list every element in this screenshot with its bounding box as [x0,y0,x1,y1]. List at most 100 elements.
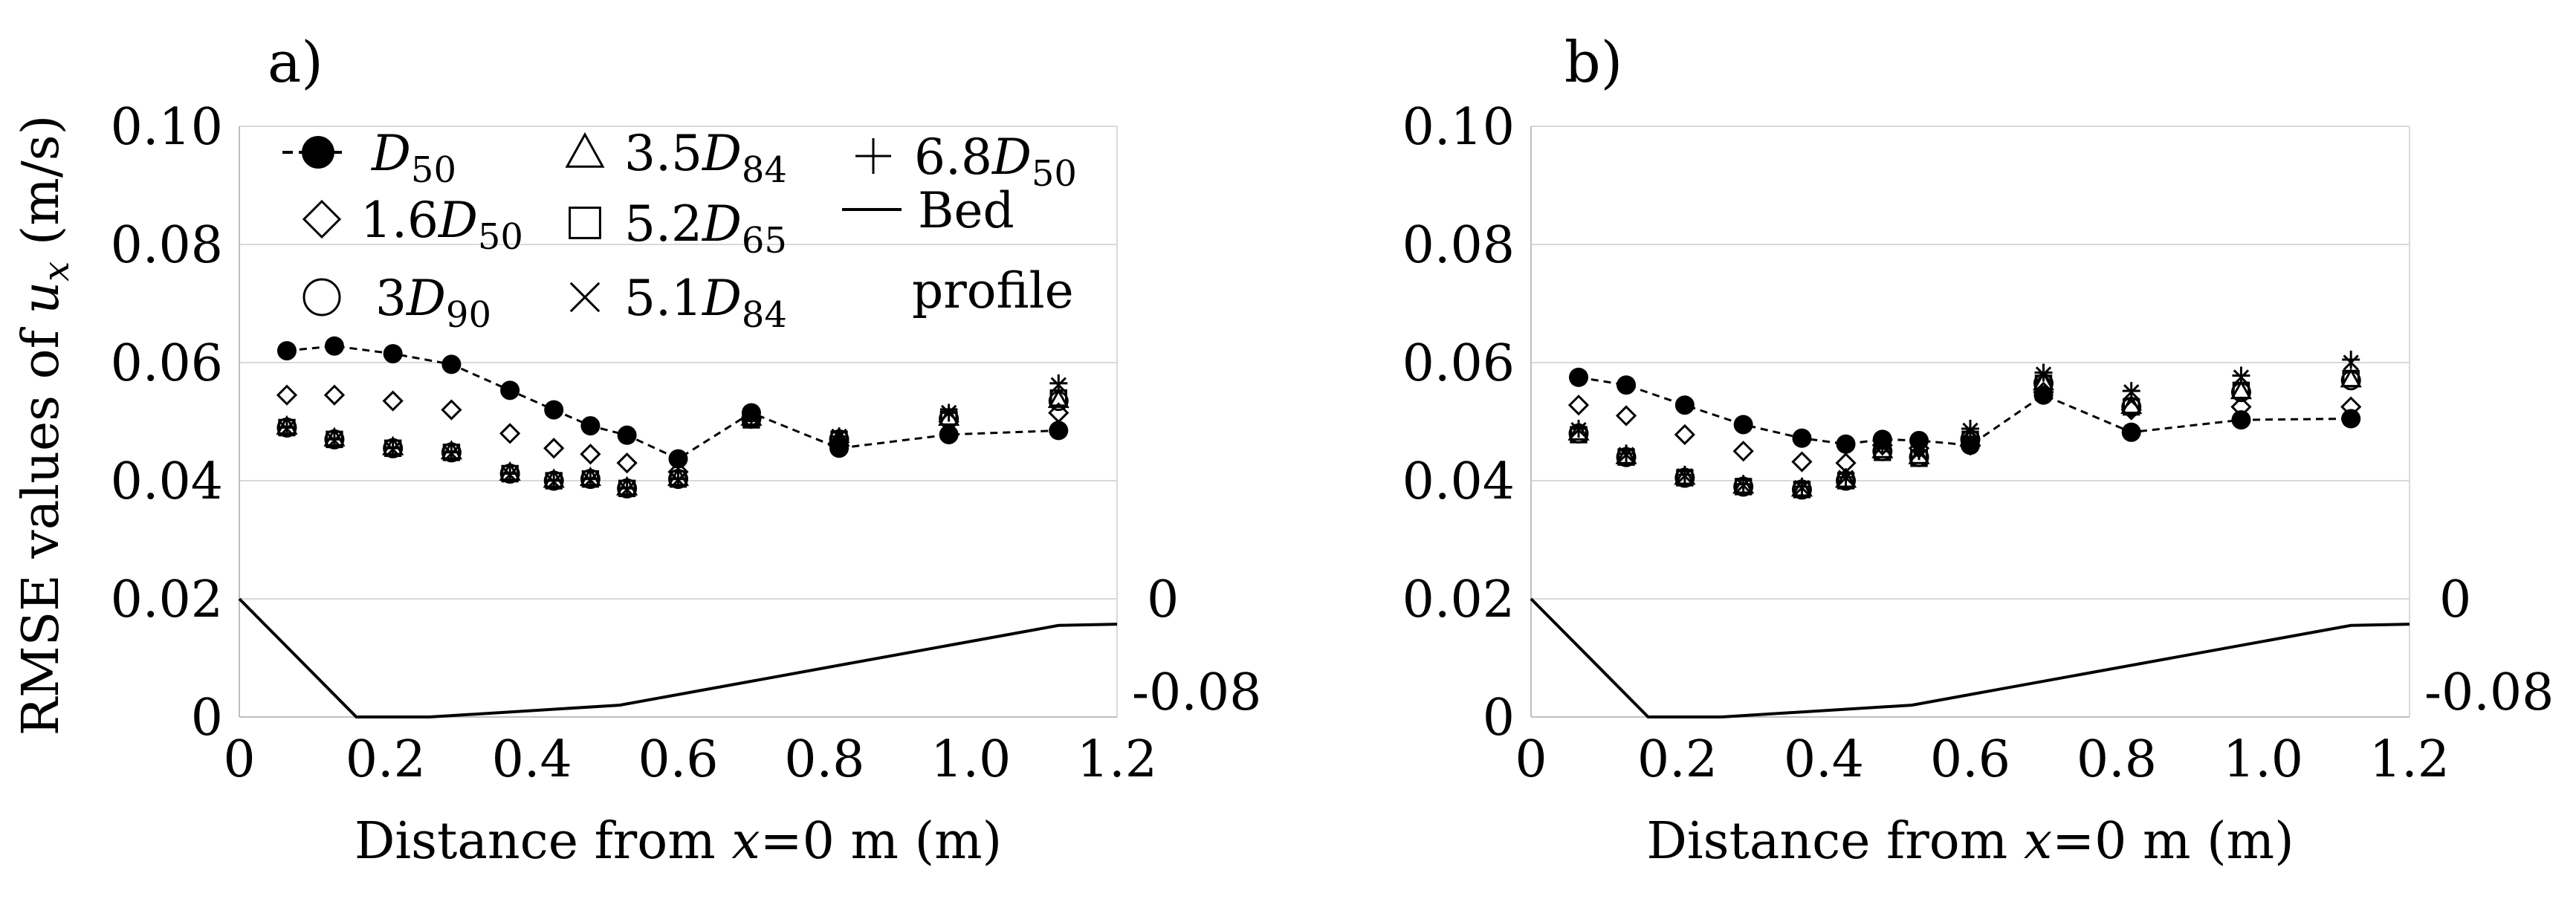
y-axis-label-part: RMSE values of [12,314,71,736]
series-d50 [1569,367,2361,455]
legend-label-sub: 65 [742,220,787,262]
data-point [1791,451,1813,473]
series-6-8d50 [1570,351,2360,496]
series-bed-profile [238,597,1118,718]
x-tick-label: 0.8 [784,730,864,789]
data-point [1909,430,1929,450]
data-point [1871,438,1894,458]
legend-item-5-2d65: 5.2D65 [569,195,787,262]
data-point [1732,441,1754,462]
data-point [1961,435,1980,455]
legend-label-sub: 50 [478,216,523,258]
x-axis-label-var: x [2024,812,2052,871]
x-axis-label-part: =0 m (m) [760,812,1003,871]
data-point [618,479,636,498]
data-point [1567,421,1590,441]
legend-label-num: 5.2 [624,195,702,253]
y-tick-label: 0.04 [1402,452,1515,511]
data-point [1674,395,1695,415]
x-tick-label: 0 [1515,730,1547,789]
data-point [669,470,687,488]
data-point [2033,385,2054,405]
legend-label-var: D [371,125,411,182]
data-point [277,418,296,437]
legend-label-var: D [702,195,742,253]
data-point [939,424,959,444]
data-point [323,384,346,406]
legend-item-5-1d84: 5.1D84 [569,270,787,336]
x-tick-label: 1.0 [2223,730,2303,789]
y-tick-label: 0.02 [111,571,223,629]
x-tick-label: 0.4 [1784,730,1864,789]
y-tick-label: 0 [191,689,223,747]
legend-label-sub: 50 [411,149,456,191]
x-axis-label-var: x [731,812,760,871]
legend-marker [302,199,342,239]
y-tick-label: 0 [1483,689,1515,747]
legend-label-sub: 90 [446,294,491,336]
data-point [500,380,520,400]
legend-label: Bed [918,182,1014,239]
x-tick-label: 0.6 [1930,730,2010,789]
legend-label-num: 5.1 [624,270,702,327]
legend-marker [569,282,601,313]
y-axis-label: RMSE values of ux (m/s) [12,115,77,736]
data-point [581,470,600,488]
chart-panel-a: 0 0.02 0.04 0.06 0.08 0.10 0 0.2 0.4 0.6 0.8 1.0 1.2… [12,29,1261,871]
data-point [1792,428,1812,448]
y-axis-label-var: u [12,282,71,314]
y-axis-label-sub: x [36,262,77,282]
data-point [276,341,297,361]
x-axis-label: Distance from x=0 m (m) [1646,812,2294,871]
data-point [1835,468,1857,488]
legend-label-var: D [702,270,742,327]
data-point [1570,420,1588,438]
data-point [1674,423,1695,446]
bed-profile-line [1530,597,2410,718]
chart-panel-b: 0 0.02 0.04 0.06 0.08 0.10 0 0.2 0.4 0.6 0.8 1.0 1.2… [1402,29,2554,871]
data-point [442,443,461,461]
secondary-y-tick-label: -0.08 [2424,663,2554,722]
data-point [325,430,343,449]
legend-label: 3D90 [375,270,491,336]
legend-label-var: D [406,270,446,327]
panel-label: a) [268,29,323,95]
series-6-8d50 [277,374,1068,498]
y-tick-label: 0.08 [111,216,223,275]
y-tick-label: 0.06 [111,334,223,393]
data-point [2342,351,2360,369]
data-point [543,438,565,459]
data-point [384,439,402,458]
data-point [1049,374,1068,392]
legend-marker [302,136,334,169]
panel-label: b) [1564,29,1622,95]
data-point [1872,429,1892,450]
x-tick-label: 1.0 [931,730,1011,789]
series-bed-profile [1530,597,2410,718]
x-tick-label: 1.2 [2369,730,2450,789]
data-point [382,390,404,412]
x-tick-label: 0.4 [492,730,572,789]
data-point [545,472,563,490]
data-point [1733,415,1753,435]
data-point [1675,466,1694,484]
data-point [1617,375,1637,395]
legend-label-num: 3.5 [624,125,702,182]
data-point [2341,409,2361,429]
x-tick-label: 1.2 [1077,730,1157,789]
data-point [829,438,850,458]
data-point [580,416,601,436]
legend-label: 6.8D50 [914,129,1077,195]
x-axis-label: Distance from x=0 m (m) [355,812,1002,871]
data-point [2122,382,2140,400]
legend-label: D50 [371,125,456,191]
legend-item-3-5d84: 3.5D84 [565,125,787,191]
data-point [441,399,462,421]
secondary-y-tick-label: 0 [2439,571,2471,629]
y-tick-label: 0.10 [111,98,223,157]
x-axis-label-part: Distance from [355,812,731,871]
data-point [1049,421,1069,441]
x-tick-label: 0.6 [638,730,718,789]
x-axis-label-part: =0 m (m) [2052,812,2294,871]
x-tick-label: 0.2 [1637,730,1718,789]
